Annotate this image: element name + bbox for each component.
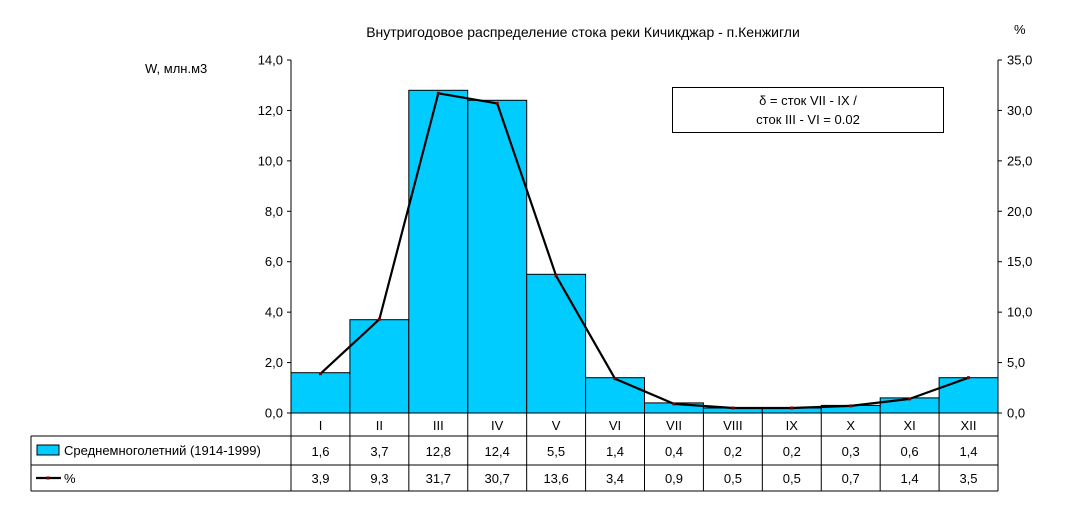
- table-cell-percent: 9,3: [370, 471, 388, 486]
- line-point-XI: [908, 397, 912, 401]
- x-tick-label: II: [376, 418, 383, 433]
- x-tick-label: IX: [786, 418, 799, 433]
- table-cell-volume: 12,8: [426, 444, 451, 459]
- table-cell-percent: 0,5: [783, 471, 801, 486]
- x-tick-label: III: [433, 418, 444, 433]
- table-cell-percent: 3,5: [959, 471, 977, 486]
- delta-annotation-box: δ = сток VII - IX / сток III - VI = 0.02: [672, 87, 944, 133]
- table-cell-percent: 0,9: [665, 471, 683, 486]
- table-cell-volume: 1,6: [311, 444, 329, 459]
- y-right-tick-label: 0,0: [1007, 406, 1025, 421]
- table-cell-volume: 0,3: [842, 444, 860, 459]
- data-table: I II III IV V VI VII VIII IX X XI XIIСреднемноголет…: [30, 413, 999, 492]
- x-tick-label: V: [552, 418, 561, 433]
- line-point-I: [319, 372, 322, 376]
- annotation-line-2: сток III - VI = 0.02: [756, 112, 860, 127]
- y-axis-right: 0,0 5,0 10,0 15,0 20,0 25,0 30,0 35,0: [998, 53, 1032, 421]
- line-point-IV: [495, 101, 499, 105]
- line-point-V: [554, 274, 558, 278]
- y-right-tick-label: 10,0: [1007, 305, 1032, 320]
- y-axis-right-label: %: [1014, 22, 1026, 37]
- y-left-tick-label: 8,0: [265, 204, 283, 219]
- table-cell-percent: 3,9: [311, 471, 329, 486]
- line-point-III: [436, 91, 440, 95]
- y-left-tick-label: 6,0: [265, 254, 283, 269]
- chart-title: Внутригодовое распределение стока реки К…: [366, 24, 800, 40]
- y-right-tick-label: 30,0: [1007, 103, 1032, 118]
- line-series: [319, 91, 970, 410]
- annotation-line-1: δ = сток VII - IX /: [759, 93, 857, 108]
- y-left-tick-label: 12,0: [258, 103, 283, 118]
- legend-bar-swatch: [36, 444, 60, 456]
- line-point-VI: [613, 377, 617, 381]
- x-tick-label: XII: [961, 418, 977, 433]
- line-point-VIII: [731, 406, 735, 410]
- table-cell-volume: 12,4: [485, 444, 510, 459]
- y-left-tick-label: 2,0: [265, 355, 283, 370]
- table-cell-percent: 13,6: [543, 471, 568, 486]
- x-tick-label: VIII: [723, 418, 743, 433]
- percent-line: [319, 92, 969, 410]
- table-cell-volume: 0,2: [783, 444, 801, 459]
- table-cell-volume: 0,6: [901, 444, 919, 459]
- legend-line-label: %: [64, 471, 76, 486]
- table-cell-volume: 1,4: [959, 444, 977, 459]
- bar-V: [526, 273, 587, 414]
- table-cell-percent: 3,4: [606, 471, 624, 486]
- table-cell-volume: 5,5: [547, 444, 565, 459]
- table-cell-volume: 1,4: [606, 444, 624, 459]
- bar-II: [349, 319, 410, 414]
- y-left-tick-label: 14,0: [258, 53, 283, 68]
- x-tick-label: XI: [903, 418, 915, 433]
- y-axis-left: 0,0 2,0 4,0 6,0 8,0 10,0 12,0 14,0: [258, 53, 291, 421]
- x-tick-label: VII: [666, 418, 682, 433]
- y-right-tick-label: 35,0: [1007, 53, 1032, 68]
- line-point-VII: [672, 402, 676, 406]
- table-cell-volume: 0,4: [665, 444, 683, 459]
- table-cell-percent: 1,4: [901, 471, 919, 486]
- x-tick-label: IV: [491, 418, 504, 433]
- y-right-tick-label: 15,0: [1007, 254, 1032, 269]
- table-cell-percent: 0,5: [724, 471, 742, 486]
- legend-bar-label: Среднемноголетний (1914-1999): [64, 443, 261, 458]
- x-tick-label: I: [319, 418, 323, 433]
- table-cell-percent: 0,7: [842, 471, 860, 486]
- x-tick-label: VI: [609, 418, 621, 433]
- bar-series: [290, 89, 999, 414]
- y-left-tick-label: 10,0: [258, 153, 283, 168]
- line-point-XII: [967, 376, 970, 380]
- bar-XII: [938, 377, 999, 414]
- bar-I: [290, 372, 351, 414]
- line-point-X: [849, 404, 853, 408]
- table-cell-percent: 30,7: [485, 471, 510, 486]
- bar-III: [408, 89, 469, 414]
- y-left-tick-label: 0,0: [265, 406, 283, 421]
- table-cell-volume: 3,7: [370, 444, 388, 459]
- table-cell-percent: 31,7: [426, 471, 451, 486]
- y-right-tick-label: 5,0: [1007, 355, 1025, 370]
- table-cell-volume: 0,2: [724, 444, 742, 459]
- legend-line-marker: [46, 476, 50, 480]
- x-tick-label: X: [846, 418, 855, 433]
- y-right-tick-label: 20,0: [1007, 204, 1032, 219]
- line-point-IX: [790, 406, 794, 410]
- y-right-tick-label: 25,0: [1007, 153, 1032, 168]
- y-left-tick-label: 4,0: [265, 305, 283, 320]
- bar-IV: [467, 99, 528, 414]
- y-axis-left-label: W, млн.м3: [145, 61, 207, 76]
- line-point-II: [377, 317, 381, 321]
- bar-VI: [585, 377, 645, 414]
